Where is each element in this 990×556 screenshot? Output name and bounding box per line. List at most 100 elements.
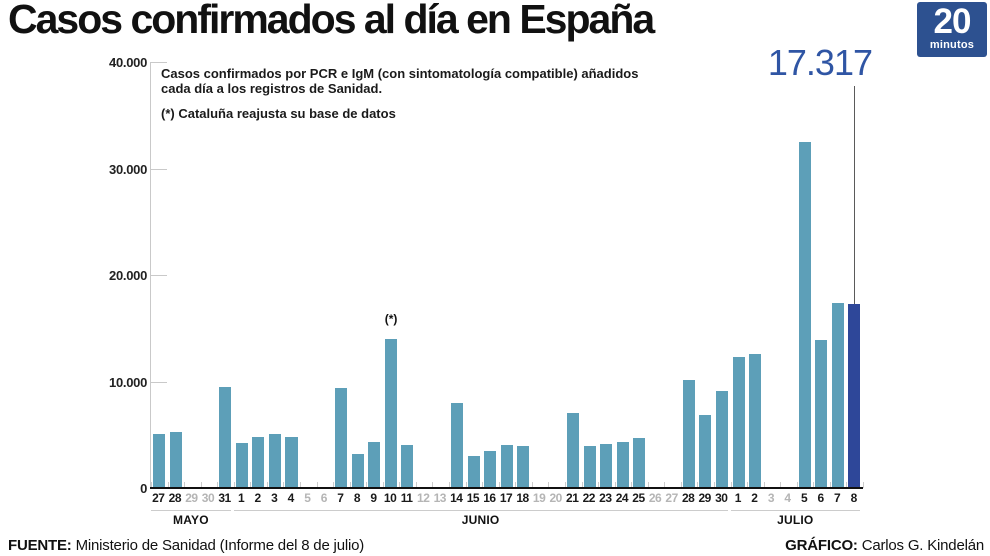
- day-slot-tick: [300, 482, 302, 488]
- day-label-julio-4: 4: [784, 491, 791, 505]
- day-label-junio-7: 7: [337, 491, 344, 505]
- month-label-junio: JUNIO: [461, 513, 500, 527]
- bar-mayo-28: [169, 431, 182, 488]
- day-slot-tick: [266, 482, 268, 488]
- bar-mayo-27: [153, 433, 166, 488]
- y-axis-label: 0: [140, 481, 147, 496]
- bar-junio-15: [467, 456, 480, 488]
- day-label-junio-4: 4: [287, 491, 295, 505]
- day-label-junio-30: 30: [715, 491, 728, 505]
- bar-junio-24: [616, 442, 629, 488]
- day-slot-tick: [614, 482, 616, 488]
- 20minutos-logo: 20 minutos: [917, 2, 987, 57]
- bar-junio-23: [600, 444, 613, 488]
- logo-number: 20: [933, 2, 972, 41]
- day-label-junio-26: 26: [648, 491, 662, 505]
- graphic-credit: GRÁFICO: Carlos G. Kindelán: [785, 537, 984, 554]
- subtitle-line-2: cada día a los registros de Sanidad.: [161, 81, 383, 96]
- asterisk-footnote: (*) Cataluña reajusta su base de datos: [161, 106, 396, 121]
- day-slot-tick: [531, 482, 533, 488]
- bar-chart-plot-area: 40.000 30.000 20.000 10.000 0 (*): [109, 55, 864, 496]
- page-title: Casos confirmados al día en España: [8, 0, 655, 42]
- day-slot-tick: [449, 482, 451, 488]
- y-axis-label: 30.000: [109, 161, 147, 177]
- day-slot-tick: [283, 482, 285, 488]
- day-label-junio-1: 1: [237, 491, 245, 505]
- bar-junio-18: [517, 446, 530, 488]
- day-label-junio-27: 27: [665, 491, 678, 505]
- day-slot-tick: [598, 482, 600, 488]
- month-separator-line: [730, 510, 860, 511]
- day-slot-tick: [863, 482, 864, 488]
- bar-julio-8: [848, 303, 861, 488]
- bar-junio-30: [715, 391, 729, 488]
- y-axis-label: 10.000: [109, 374, 147, 390]
- bar-junio-21: [566, 413, 579, 488]
- day-label-junio-28: 28: [681, 491, 695, 505]
- x-axis-baseline: [150, 487, 863, 489]
- credit-text: Carlos G. Kindelán: [857, 537, 985, 554]
- day-slot-tick: [399, 482, 401, 488]
- day-slot-tick: [713, 482, 715, 488]
- day-slot-tick: [664, 482, 666, 488]
- catalunya-adjustment-marker: (*): [384, 311, 398, 326]
- day-label-julio-6: 6: [817, 491, 824, 505]
- day-label-julio-3: 3: [767, 491, 775, 505]
- day-slot-tick: [382, 482, 384, 488]
- credit-label: GRÁFICO:: [785, 537, 858, 554]
- bar-junio-2: [252, 436, 265, 488]
- day-slot-tick: [813, 482, 815, 488]
- day-label-julio-2: 2: [751, 491, 758, 505]
- day-slot-tick: [515, 482, 517, 488]
- bar-julio-6: [815, 339, 828, 488]
- day-label-junio-13: 13: [433, 491, 447, 505]
- day-label-mayo-30: 30: [201, 491, 215, 505]
- chart-subtitle: Casos confirmados por PCR e IgM (con sin…: [161, 66, 638, 121]
- day-slot-tick: [548, 482, 550, 488]
- y-axis-tick: [151, 168, 167, 170]
- day-slot-tick: [184, 482, 186, 488]
- month-label-julio: JULIO: [777, 513, 814, 527]
- bar-junio-17: [500, 445, 513, 488]
- subtitle-line-1: Casos confirmados por PCR e IgM (con sin…: [161, 66, 639, 81]
- day-slot-tick: [647, 482, 649, 488]
- y-axis-label: 40.000: [109, 55, 147, 70]
- day-label-junio-17: 17: [499, 491, 513, 505]
- bar-junio-1: [235, 443, 248, 488]
- day-label-junio-19: 19: [532, 491, 546, 505]
- day-slot-tick: [680, 482, 682, 488]
- bar-junio-4: [285, 436, 298, 488]
- callout-line: [853, 86, 855, 304]
- x-axis-day-labels: 27 28 29 30 31 1 2 3 4 5 6 7 8 9 10 11 12 13 14 15 16 17 18 19 2…: [150, 491, 862, 506]
- day-label-junio-11: 11: [400, 491, 413, 505]
- bar-mayo-31: [219, 386, 232, 488]
- bar-junio-10: [384, 338, 397, 488]
- x-axis-month-labels: MAYO JUNIO JULIO: [150, 510, 862, 528]
- day-label-junio-15: 15: [466, 491, 480, 505]
- day-slot-tick: [366, 482, 368, 488]
- day-label-junio-20: 20: [549, 491, 562, 505]
- day-label-junio-5: 5: [304, 491, 311, 505]
- day-slot-tick: [846, 482, 848, 488]
- day-label-junio-8: 8: [353, 491, 361, 505]
- bar-junio-22: [583, 446, 596, 488]
- day-label-junio-9: 9: [370, 491, 377, 505]
- day-slot-tick: [415, 482, 417, 488]
- bar-junio-14: [451, 402, 464, 488]
- day-label-junio-18: 18: [516, 491, 529, 505]
- bar-junio-28: [682, 380, 695, 488]
- day-label-junio-16: 16: [483, 491, 496, 505]
- source-text: Ministerio de Sanidad (Informe del 8 de …: [71, 537, 365, 554]
- day-slot-tick: [796, 482, 798, 488]
- day-slot-tick: [498, 482, 500, 488]
- day-label-junio-29: 29: [698, 491, 712, 505]
- day-slot-tick: [151, 482, 152, 488]
- day-label-mayo-27: 27: [152, 491, 165, 505]
- day-label-junio-10: 10: [383, 491, 397, 505]
- source-credit: FUENTE: Ministerio de Sanidad (Informe d…: [8, 537, 364, 554]
- day-slot-tick: [829, 482, 831, 488]
- footer: FUENTE: Ministerio de Sanidad (Informe d…: [0, 534, 990, 554]
- day-slot-tick: [730, 482, 732, 488]
- day-slot-tick: [465, 482, 467, 488]
- bar-junio-9: [368, 442, 381, 488]
